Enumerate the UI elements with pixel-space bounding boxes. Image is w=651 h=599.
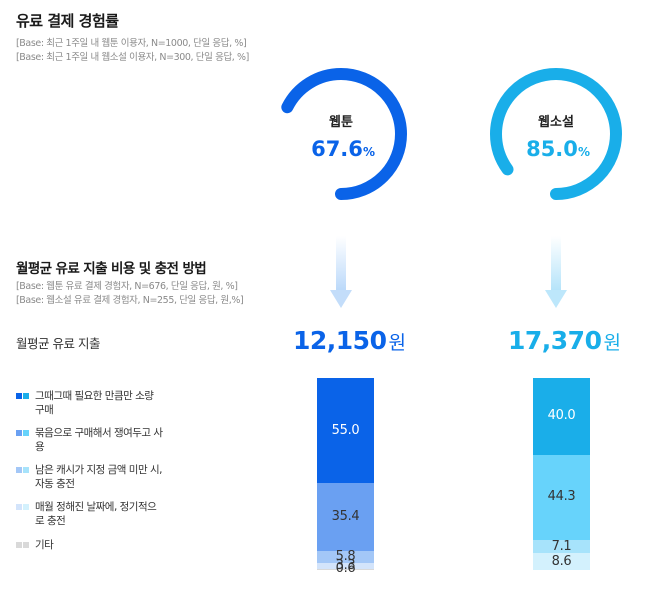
donut-webtoon: 웹툰 67.6% bbox=[275, 68, 407, 200]
legend-swatch bbox=[23, 467, 29, 473]
donut-arc bbox=[275, 68, 407, 200]
stacked-bar-webtoon: 55.0 35.4 5.8 3.3 0.6 bbox=[317, 378, 374, 576]
legend-swatch bbox=[16, 393, 22, 399]
legend-swatch bbox=[23, 430, 29, 436]
legend-swatch bbox=[23, 393, 29, 399]
legend-item-bundle-purchase: 묶음으로 구매해서 쟁여두고 사용 bbox=[16, 426, 165, 454]
bar-segment-label: 44.3 bbox=[547, 489, 576, 505]
section-title-spending: 월평균 유료 지출 비용 및 충전 방법 bbox=[16, 261, 207, 277]
legend-item-other: 기타 bbox=[16, 538, 165, 552]
donut-value: 85.0 bbox=[526, 137, 578, 161]
legend-item-monthly-charge: 매월 정해진 날짜에, 정기적으로 충전 bbox=[16, 500, 165, 528]
donut-value: 67.6 bbox=[311, 137, 363, 161]
bar-segment-label: 35.4 bbox=[331, 509, 360, 525]
bar-segment bbox=[317, 378, 374, 484]
donut-arc bbox=[490, 68, 622, 200]
payment-rate-donut-chart: 웹툰 67.6 % 웹소설 85.0% bbox=[275, 68, 622, 200]
donut-unit: % bbox=[578, 145, 590, 159]
down-arrow-icon-webnovel bbox=[545, 236, 567, 308]
legend-swatch bbox=[16, 504, 22, 510]
arrow-graphics bbox=[330, 236, 567, 308]
bar-segment-label: 40.0 bbox=[547, 408, 576, 424]
base-note-webnovel-spend: [Base: 웹소설 유료 결제 경험자, N=255, 단일 응답, 원,%] bbox=[16, 295, 244, 306]
bar-segment-label: 55.0 bbox=[331, 422, 360, 438]
bar-segment bbox=[317, 568, 374, 570]
base-note-webtoon: [Base: 최근 1주일 내 웹툰 이용자, N=1000, 단일 응답, %… bbox=[16, 38, 247, 49]
donut-label: 웹소설 bbox=[538, 115, 574, 130]
legend-item-auto-charge: 남은 캐시가 지정 금액 미만 시, 자동 충전 bbox=[16, 463, 165, 491]
bar-segment bbox=[533, 454, 590, 540]
webtoon-spend-total: 12,150 원 bbox=[293, 326, 406, 355]
bar-segment bbox=[533, 553, 590, 570]
donut-unit: % bbox=[363, 145, 375, 159]
bar-segment bbox=[317, 483, 374, 552]
webnovel-spend-total: 17,370 원 bbox=[508, 326, 621, 355]
bar-segment-label: 0.6 bbox=[335, 561, 356, 577]
legend-swatch bbox=[16, 430, 22, 436]
bar-segment-label: 7.1 bbox=[551, 538, 572, 554]
bar-segment-label: 5.8 bbox=[335, 548, 356, 564]
legend-item-small-purchase: 그때그때 필요한 만큼만 소량 구매 bbox=[16, 389, 165, 417]
bar-segment bbox=[533, 539, 590, 554]
bar-segment bbox=[533, 378, 590, 455]
base-note-webnovel: [Base: 최근 1주일 내 웹소설 이용자, N=300, 단일 응답, %… bbox=[16, 52, 249, 63]
bar-segment bbox=[317, 562, 374, 569]
section-title-payment-rate: 유료 결제 경험률 bbox=[16, 12, 119, 30]
down-arrow-icon-webtoon bbox=[330, 236, 352, 308]
legend-swatch bbox=[16, 542, 22, 548]
legend-swatch bbox=[23, 542, 29, 548]
bar-segment bbox=[317, 551, 374, 563]
legend-swatch bbox=[16, 467, 22, 473]
donut-label: 웹툰 bbox=[329, 115, 353, 130]
stacked-bar-webnovel: 40.0 44.3 7.1 8.6 bbox=[533, 378, 590, 570]
bar-segment-label: 8.6 bbox=[551, 553, 572, 569]
monthly-spend-label: 월평균 유료 지출 bbox=[16, 336, 100, 351]
base-note-webtoon-spend: [Base: 웹툰 유료 결제 경험자, N=676, 단일 응답, 원, %] bbox=[16, 281, 238, 292]
legend-swatch bbox=[23, 504, 29, 510]
donut-webnovel: 웹소설 85.0% bbox=[490, 68, 622, 200]
